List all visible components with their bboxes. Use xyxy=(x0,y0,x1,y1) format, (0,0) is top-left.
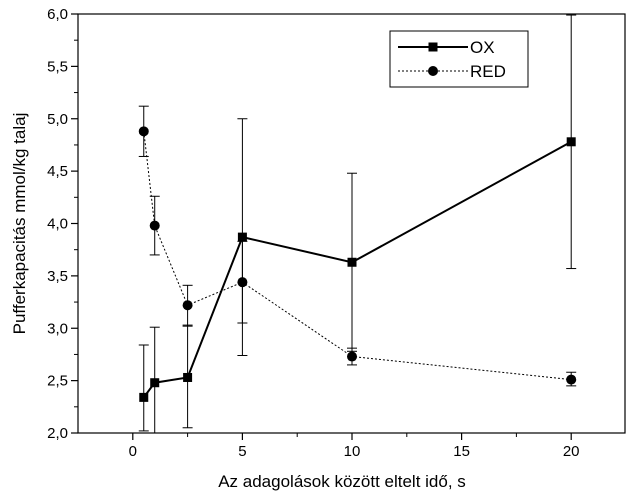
legend: OX RED xyxy=(389,30,529,88)
x-tick-label: 15 xyxy=(453,443,470,460)
y-tick-label: 5,5 xyxy=(47,58,68,75)
data-point-circle xyxy=(347,351,357,362)
legend-items: OX RED xyxy=(398,38,506,81)
axis-ticks: 0 5 10 15 20 2,0 2,5 3,0 3,5 4,0 4,5 5,0 5,5 6,0 xyxy=(47,6,579,460)
series-line xyxy=(142,140,572,398)
x-tick-label: 20 xyxy=(563,443,580,460)
legend-marker-circle xyxy=(428,66,438,76)
y-tick-label: 3,0 xyxy=(47,320,68,337)
y-tick-label: 4,0 xyxy=(47,216,68,233)
data-point-circle xyxy=(138,126,149,137)
y-axis-title: Pufferkapacitás mmol/kg talaj xyxy=(10,113,29,335)
y-tick-label: 2,0 xyxy=(47,425,68,442)
data-point-circle xyxy=(237,277,248,288)
data-point-square xyxy=(237,232,247,242)
y-tick-label: 5,0 xyxy=(47,111,68,128)
legend-label: RED xyxy=(470,62,506,81)
legend-label: OX xyxy=(470,38,495,57)
legend-item-ox: OX xyxy=(398,38,495,57)
y-tick-label: 6,0 xyxy=(47,6,68,23)
legend-item-red: RED xyxy=(398,62,506,81)
x-tick-label: 5 xyxy=(238,443,246,460)
x-tick-label: 10 xyxy=(344,443,361,460)
x-tick-label: 0 xyxy=(129,443,137,460)
data-point-square xyxy=(347,257,357,267)
data-point-square xyxy=(183,372,193,382)
series-red xyxy=(138,105,577,387)
data-point-square xyxy=(150,378,160,388)
data-point-circle xyxy=(149,220,160,231)
legend-marker-square xyxy=(428,42,438,52)
legend-box xyxy=(389,30,529,88)
data-point-square xyxy=(139,392,149,402)
y-tick-label: 4,5 xyxy=(47,163,68,180)
x-axis-title: Az adagolások között eltelt idő, s xyxy=(218,472,466,491)
data-point-circle xyxy=(566,374,577,385)
series-line xyxy=(143,131,572,381)
y-tick-label: 3,5 xyxy=(47,268,68,285)
y-tick-label: 2,5 xyxy=(47,373,68,390)
series-layer xyxy=(138,14,577,434)
data-point-circle xyxy=(182,300,193,311)
data-point-square xyxy=(566,137,576,147)
